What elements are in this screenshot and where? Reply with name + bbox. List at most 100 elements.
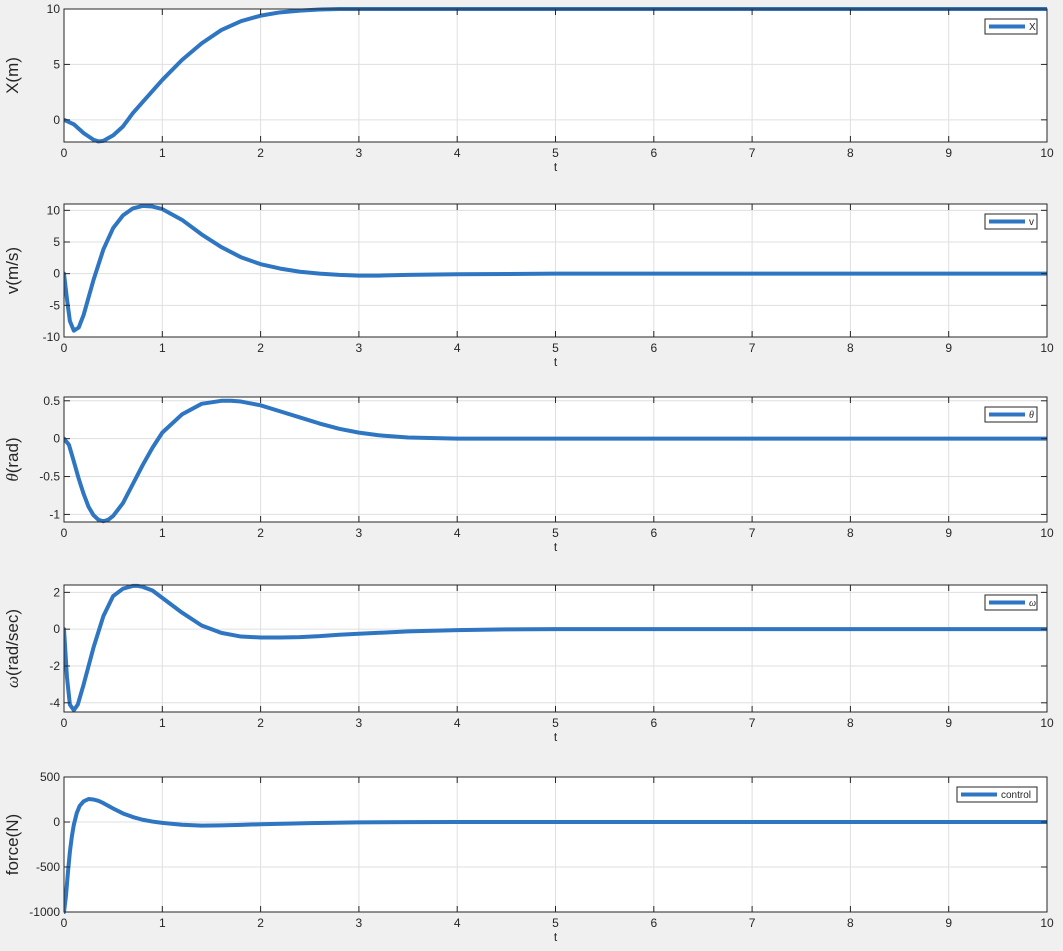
x-tick-label: 3 — [356, 916, 363, 930]
legend-label: θ — [1029, 410, 1034, 421]
y-tick-label: -10 — [43, 330, 61, 344]
x-tick-label: 3 — [356, 341, 363, 355]
y-tick-label: -2 — [49, 659, 60, 673]
x-tick-label: 10 — [1040, 341, 1054, 355]
x-tick-label: 7 — [749, 916, 756, 930]
y-axis-label: v(m/s) — [3, 247, 22, 294]
x-tick-label: 6 — [650, 341, 657, 355]
x-tick-label: 1 — [159, 916, 166, 930]
x-tick-label: 2 — [257, 716, 264, 730]
x-axis-label: t — [554, 540, 558, 554]
series-line-θ — [64, 398, 1047, 524]
axes-velocity: 0 1 2 3 4 5 6 7 8 9 10 -10 -5 0 5 10 t v(m/s) v — [3, 203, 1054, 369]
legend-label: X — [1029, 22, 1036, 33]
legend: ω — [984, 594, 1038, 611]
y-tick-label: 0 — [53, 622, 60, 636]
legend: θ — [984, 406, 1038, 423]
series-line-v — [64, 203, 1047, 333]
x-tick-label: 5 — [552, 716, 559, 730]
x-axis-label: t — [554, 930, 558, 944]
x-tick-label: 10 — [1040, 916, 1054, 930]
x-tick-label: 1 — [159, 341, 166, 355]
y-tick-label: 0 — [53, 113, 60, 127]
legend-label: ω — [1029, 598, 1036, 609]
x-tick-label: 5 — [552, 916, 559, 930]
x-tick-label: 4 — [454, 341, 461, 355]
x-tick-label: 7 — [749, 526, 756, 540]
y-tick-label: 5 — [53, 235, 60, 249]
legend: v — [984, 213, 1038, 230]
x-tick-label: 6 — [650, 146, 657, 160]
x-tick-label: 5 — [552, 146, 559, 160]
y-tick-label: 0 — [53, 815, 60, 829]
x-tick-label: 0 — [61, 526, 68, 540]
y-tick-label: 5 — [53, 57, 60, 71]
x-tick-label: 1 — [159, 716, 166, 730]
x-tick-label: 7 — [749, 341, 756, 355]
x-tick-label: 9 — [945, 146, 952, 160]
x-tick-label: 9 — [945, 526, 952, 540]
y-tick-label: -500 — [36, 860, 60, 874]
x-tick-label: 0 — [61, 916, 68, 930]
x-tick-label: 10 — [1040, 526, 1054, 540]
axes-angle: 0 1 2 3 4 5 6 7 8 9 10 -1 -0.5 0 0.5 t θ(rad) θ — [3, 394, 1054, 554]
axes-angular-velocity: 0 1 2 3 4 5 6 7 8 9 10 -4 -2 0 2 t ω(rad/sec) ω — [3, 583, 1054, 744]
y-tick-label: 500 — [40, 770, 60, 784]
x-tick-label: 7 — [749, 716, 756, 730]
x-tick-label: 9 — [945, 716, 952, 730]
legend-label: v — [1029, 217, 1034, 228]
y-tick-label: -1 — [49, 507, 60, 521]
x-tick-label: 2 — [257, 146, 264, 160]
series-line-ω — [64, 583, 1047, 713]
series-line-control — [64, 797, 1047, 914]
y-tick-label: -5 — [49, 298, 60, 312]
x-tick-label: 1 — [159, 146, 166, 160]
x-axis-label: t — [554, 355, 558, 369]
x-tick-label: 0 — [61, 716, 68, 730]
axes-position: 0 1 2 3 4 5 6 7 8 9 10 0 5 10 t X(m) X — [3, 2, 1054, 174]
x-tick-label: 0 — [61, 341, 68, 355]
y-tick-label: 0 — [53, 432, 60, 446]
legend: control — [956, 786, 1038, 803]
x-tick-label: 4 — [454, 526, 461, 540]
x-tick-label: 10 — [1040, 716, 1054, 730]
x-tick-label: 5 — [552, 341, 559, 355]
y-axis-label: force(N) — [3, 814, 22, 875]
x-tick-label: 10 — [1040, 146, 1054, 160]
y-tick-label: 0 — [53, 267, 60, 281]
x-tick-label: 4 — [454, 146, 461, 160]
axes-force: 0 1 2 3 4 5 6 7 8 9 10 -1000 -500 0 500 t force(N) contro… — [3, 770, 1054, 944]
x-tick-label: 2 — [257, 341, 264, 355]
x-tick-label: 8 — [847, 526, 854, 540]
y-tick-label: -0.5 — [39, 470, 60, 484]
x-tick-label: 8 — [847, 146, 854, 160]
x-tick-label: 6 — [650, 916, 657, 930]
x-tick-label: 8 — [847, 341, 854, 355]
y-tick-label: 0.5 — [43, 394, 60, 408]
x-tick-label: 7 — [749, 146, 756, 160]
x-tick-label: 9 — [945, 916, 952, 930]
x-tick-label: 4 — [454, 916, 461, 930]
y-axis-label: X(m) — [3, 57, 22, 94]
x-tick-label: 9 — [945, 341, 952, 355]
legend-label: control — [1001, 790, 1031, 801]
legend: X — [984, 18, 1038, 35]
y-tick-label: 10 — [47, 203, 61, 217]
x-tick-label: 4 — [454, 716, 461, 730]
x-tick-label: 6 — [650, 526, 657, 540]
x-tick-label: 2 — [257, 526, 264, 540]
x-tick-label: 3 — [356, 716, 363, 730]
y-tick-label: 2 — [53, 585, 60, 599]
x-tick-label: 3 — [356, 526, 363, 540]
x-tick-label: 3 — [356, 146, 363, 160]
y-tick-label: 10 — [47, 2, 61, 16]
x-tick-label: 0 — [61, 146, 68, 160]
x-tick-label: 6 — [650, 716, 657, 730]
y-axis-label: ω(rad/sec) — [3, 609, 22, 688]
y-tick-label: -4 — [49, 696, 60, 710]
x-tick-label: 2 — [257, 916, 264, 930]
x-axis-label: t — [554, 160, 558, 174]
x-tick-label: 5 — [552, 526, 559, 540]
x-tick-label: 1 — [159, 526, 166, 540]
